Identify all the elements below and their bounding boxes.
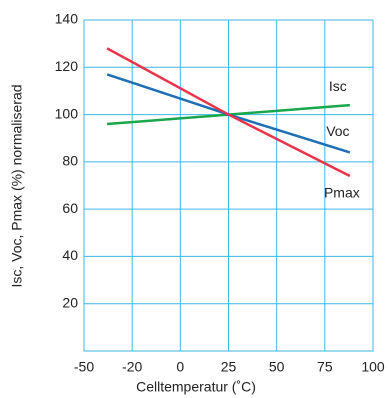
y-tick-label: 40	[62, 247, 78, 263]
x-tick-label: 25	[221, 359, 237, 375]
series-line	[106, 47, 351, 178]
series-label: Pmax	[324, 185, 360, 201]
x-tick-label: 75	[317, 359, 333, 375]
y-tick-label: 100	[55, 105, 79, 121]
y-tick-label: 60	[62, 200, 78, 216]
x-tick-label: 0	[176, 359, 184, 375]
x-axis-label: Celltemperatur (˚C)	[136, 379, 256, 395]
series-label: Isc	[329, 78, 347, 94]
series-label: Voc	[326, 123, 349, 139]
y-tick-label: 20	[62, 294, 78, 310]
y-tick-label: 120	[55, 58, 79, 74]
y-tick-label: 140	[55, 11, 79, 27]
plot-border	[83, 19, 374, 352]
y-axis-label: Isc, Voc, Pmax (%) normaliserad	[9, 84, 25, 287]
x-tick-label: 50	[269, 359, 285, 375]
x-tick-label: -50	[74, 359, 94, 375]
x-tick-label: -20	[122, 359, 142, 375]
y-tick-label: 80	[62, 153, 78, 169]
x-tick-label: 100	[361, 359, 385, 375]
